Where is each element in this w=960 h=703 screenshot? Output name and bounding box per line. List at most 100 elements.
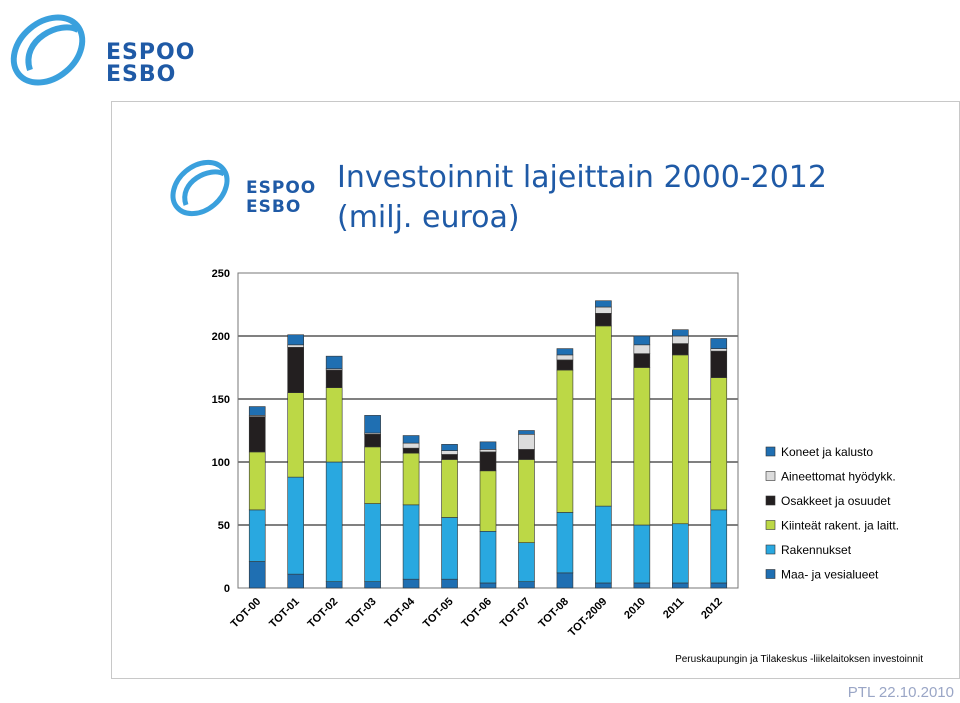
bar-segment bbox=[595, 582, 612, 589]
legend-label: Maa- ja vesialueet bbox=[781, 568, 879, 582]
bar-segment bbox=[287, 347, 304, 393]
bar-segment bbox=[402, 447, 420, 454]
x-tick-label: TOT-07 bbox=[498, 596, 533, 631]
bar-segment bbox=[518, 459, 535, 543]
legend-label: Rakennukset bbox=[781, 543, 852, 557]
x-tick-label: TOT-04 bbox=[382, 595, 417, 630]
bar-segment bbox=[479, 530, 497, 584]
bar-segment bbox=[672, 329, 689, 337]
legend-swatch bbox=[765, 495, 776, 506]
y-tick-label: 150 bbox=[212, 394, 230, 406]
bar-segment bbox=[556, 369, 574, 513]
bar-segment bbox=[710, 377, 728, 511]
bar-segment bbox=[325, 355, 343, 370]
logo-text-esbo: ESBO bbox=[106, 62, 177, 87]
bar-segment bbox=[556, 572, 574, 589]
bar-segment bbox=[710, 348, 728, 352]
bar-segment bbox=[402, 504, 420, 580]
bar-segment bbox=[441, 450, 458, 455]
x-tick-label: 2011 bbox=[661, 596, 686, 621]
x-tick-label: 2010 bbox=[622, 596, 648, 622]
y-tick-label: 200 bbox=[212, 331, 230, 343]
bar-segment bbox=[633, 353, 651, 368]
bar-segment bbox=[672, 582, 689, 589]
bar-segment bbox=[479, 582, 497, 589]
legend-swatch bbox=[765, 471, 776, 481]
espoo-logo-icon bbox=[10, 14, 86, 86]
legend-label: Aineettomat hyödykk. bbox=[781, 470, 896, 484]
x-tick-label: TOT-01 bbox=[267, 596, 302, 631]
legend-label: Koneet ja kalusto bbox=[781, 445, 873, 459]
y-tick-label: 100 bbox=[212, 457, 230, 469]
bar-segment bbox=[248, 416, 266, 453]
bar-segment bbox=[518, 433, 535, 450]
slide-logo-text-espoo: ESPOO bbox=[246, 178, 317, 198]
bar-segment bbox=[479, 441, 497, 450]
bar-segment bbox=[556, 348, 574, 356]
footer-date: PTL 22.10.2010 bbox=[847, 684, 954, 701]
bar-segment bbox=[248, 451, 266, 511]
bar-segment bbox=[325, 461, 343, 582]
legend-swatch bbox=[765, 544, 776, 555]
bar-segment bbox=[595, 325, 612, 507]
legend-swatch bbox=[765, 569, 776, 579]
bar-segment bbox=[672, 354, 689, 525]
y-tick-label: 50 bbox=[218, 520, 230, 532]
bar-segment bbox=[287, 476, 304, 575]
y-tick-label: 0 bbox=[224, 583, 230, 595]
bar-segment bbox=[325, 387, 343, 463]
bar-segment bbox=[325, 369, 343, 388]
bar-segment bbox=[441, 454, 458, 460]
bar-segment bbox=[556, 512, 574, 574]
x-tick-label: TOT-02 bbox=[306, 596, 341, 631]
x-tick-label: TOT-08 bbox=[536, 596, 571, 631]
bar-segment bbox=[633, 344, 651, 354]
bar-segment bbox=[710, 350, 728, 378]
x-tick-label: 2012 bbox=[699, 596, 725, 622]
bar-segment bbox=[595, 313, 612, 327]
bar-segment bbox=[633, 582, 651, 589]
bar-segment bbox=[248, 561, 266, 589]
legend-label: Kiinteät rakent. ja laitt. bbox=[781, 519, 899, 533]
bar-segment bbox=[287, 334, 304, 346]
bar-segment bbox=[287, 392, 304, 478]
slide-logo-text-esbo: ESBO bbox=[246, 197, 302, 217]
chart-title-line1: Investoinnit lajeittain 2000-2012 bbox=[337, 160, 827, 195]
bar-segment bbox=[710, 582, 728, 589]
bar-segment bbox=[248, 509, 266, 562]
x-tick-label: TOT-00 bbox=[229, 596, 264, 631]
bar-segment bbox=[595, 300, 612, 308]
x-tick-label: TOT-06 bbox=[459, 596, 494, 631]
logo-text-espoo: ESPOO bbox=[106, 40, 196, 65]
bar-segment bbox=[518, 430, 535, 435]
bar-segment bbox=[672, 335, 689, 344]
bar-segment bbox=[479, 470, 497, 532]
bar-segment bbox=[441, 517, 458, 580]
bar-segment bbox=[402, 578, 420, 589]
legend-swatch bbox=[765, 446, 776, 457]
bar-segment bbox=[672, 523, 689, 584]
bar-segment bbox=[364, 415, 381, 434]
bar-segment bbox=[402, 435, 420, 444]
bar-segment bbox=[479, 449, 497, 453]
bar-segment bbox=[633, 335, 651, 346]
chart-footnote: Peruskaupungin ja Tilakeskus -liikelaito… bbox=[675, 654, 923, 665]
x-tick-label: TOT-05 bbox=[421, 596, 456, 631]
bar-segment bbox=[710, 338, 728, 349]
bar-segment bbox=[633, 367, 651, 526]
chart-title-line2: (milj. euroa) bbox=[337, 200, 520, 235]
bar-segment bbox=[325, 581, 343, 589]
bar-segment bbox=[402, 452, 420, 506]
bar-segment bbox=[287, 573, 304, 589]
bar-segment bbox=[402, 442, 420, 449]
bar-segment bbox=[441, 444, 458, 451]
bar-segment bbox=[441, 578, 458, 589]
slide-espoo-logo-icon bbox=[170, 159, 230, 217]
bar-segment bbox=[710, 509, 728, 584]
bar-segment bbox=[595, 505, 612, 584]
x-tick-label: TOT-03 bbox=[344, 596, 379, 631]
x-tick-label: TOT-2009 bbox=[566, 596, 609, 639]
bar-segment bbox=[364, 581, 381, 589]
legend-swatch bbox=[765, 520, 776, 530]
